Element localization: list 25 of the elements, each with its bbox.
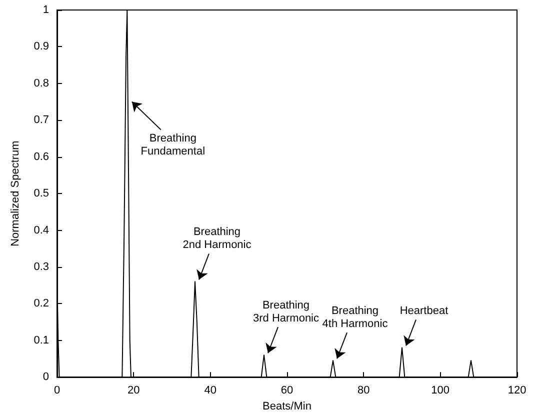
y-tick-label: 0.6 <box>34 150 49 163</box>
y-tick-label: 0.5 <box>34 188 49 200</box>
x-axis-title: Beats/Min <box>262 400 312 412</box>
annotation: Heartbeat <box>400 305 448 318</box>
annotation: Breathing 4th Harmonic <box>322 305 388 330</box>
y-tick-label: 0.8 <box>34 77 49 90</box>
x-tick-label: 120 <box>508 384 526 397</box>
y-tick-label: 0.2 <box>34 298 49 310</box>
x-tick-label: 20 <box>128 384 140 397</box>
y-tick-label: 0 <box>42 371 49 384</box>
x-tick-label: 40 <box>204 384 216 397</box>
annotation: Breathing 3rd Harmonic <box>252 300 320 325</box>
y-tick-label: 0.3 <box>34 260 49 273</box>
x-tick-label: 0 <box>54 384 60 397</box>
y-tick-label: 0.9 <box>34 40 49 53</box>
y-tick-label: 1 <box>42 4 49 16</box>
y-tick-label: 0.4 <box>34 224 49 236</box>
x-tick-label: 60 <box>280 384 294 397</box>
annotation: Breathing Fundamental <box>140 132 206 158</box>
x-tick-label: 100 <box>431 384 450 397</box>
y-axis-title: Normalized Spectrum <box>10 140 22 246</box>
y-tick-label: 0.1 <box>34 334 49 346</box>
x-tick-label: 80 <box>358 384 370 397</box>
y-tick-label: 0.7 <box>34 114 49 126</box>
annotation: Breathing 2nd Harmonic <box>182 226 252 252</box>
